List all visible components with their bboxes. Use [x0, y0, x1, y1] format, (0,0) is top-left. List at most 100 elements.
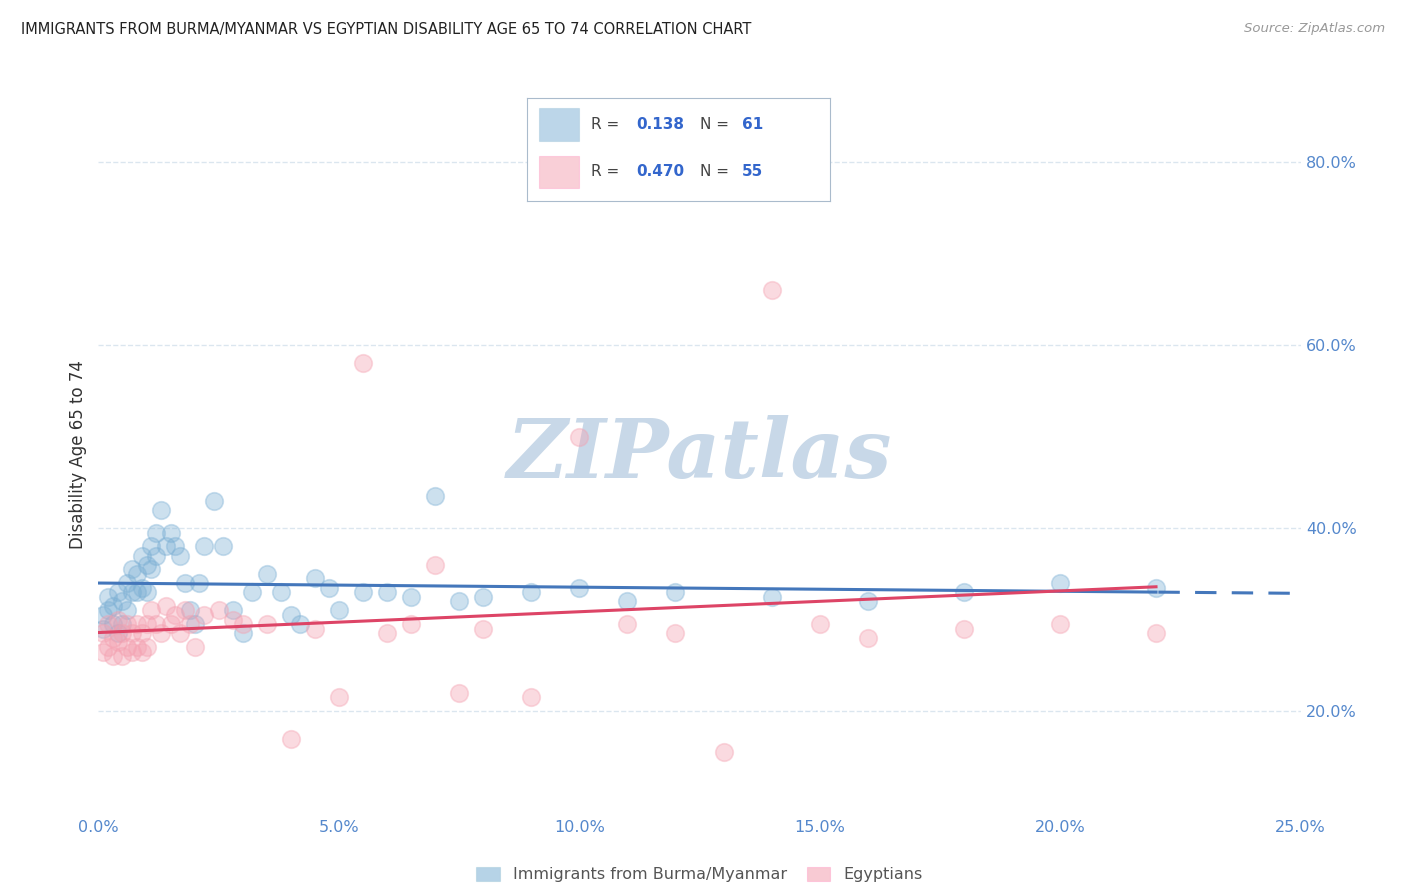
Point	[111, 626, 134, 640]
Text: N =: N =	[700, 164, 734, 179]
Point	[145, 617, 167, 632]
Point	[131, 645, 153, 659]
Point	[222, 613, 245, 627]
Point	[856, 631, 879, 645]
Point	[179, 603, 201, 617]
Point	[149, 503, 172, 517]
Point	[141, 562, 163, 576]
Point	[1049, 576, 1071, 591]
Point	[856, 594, 879, 608]
Point	[472, 622, 495, 636]
Point	[179, 617, 201, 632]
Point	[208, 603, 231, 617]
Point	[352, 356, 374, 370]
Point	[222, 603, 245, 617]
Point	[169, 626, 191, 640]
Point	[117, 603, 139, 617]
Point	[159, 617, 181, 632]
Point	[280, 731, 302, 746]
Point	[520, 690, 543, 705]
Point	[149, 626, 172, 640]
Point	[290, 617, 312, 632]
Point	[399, 617, 422, 632]
Point	[664, 585, 686, 599]
Point	[183, 640, 205, 654]
Point	[423, 558, 446, 572]
Point	[616, 594, 638, 608]
Point	[352, 585, 374, 599]
Text: 0.138: 0.138	[636, 117, 685, 132]
Point	[97, 590, 120, 604]
Point	[131, 581, 153, 595]
Text: Source: ZipAtlas.com: Source: ZipAtlas.com	[1244, 22, 1385, 36]
Bar	[540, 108, 579, 141]
Point	[423, 489, 446, 503]
Point	[193, 540, 215, 554]
Point	[1144, 626, 1167, 640]
Point	[107, 626, 129, 640]
Point	[155, 540, 177, 554]
Point	[125, 585, 148, 599]
Point	[1144, 581, 1167, 595]
Point	[165, 540, 187, 554]
Point	[117, 576, 139, 591]
Point	[256, 617, 278, 632]
Point	[240, 585, 263, 599]
Y-axis label: Disability Age 65 to 74: Disability Age 65 to 74	[69, 360, 87, 549]
Point	[97, 640, 120, 654]
Point	[121, 562, 143, 576]
Point	[121, 626, 143, 640]
Point	[117, 640, 139, 654]
Point	[107, 585, 129, 599]
Point	[169, 549, 191, 563]
Point	[111, 649, 134, 664]
Point	[193, 607, 215, 622]
Point	[761, 283, 783, 297]
Point	[188, 576, 211, 591]
Point	[270, 585, 292, 599]
Point	[121, 645, 143, 659]
Point	[304, 622, 326, 636]
Point	[111, 617, 134, 632]
Text: R =: R =	[591, 164, 624, 179]
Point	[101, 617, 124, 632]
Text: N =: N =	[700, 117, 734, 132]
Point	[447, 686, 470, 700]
Point	[117, 617, 139, 632]
Point	[125, 566, 148, 581]
Point	[202, 493, 225, 508]
Text: 0.470: 0.470	[636, 164, 685, 179]
Point	[953, 622, 976, 636]
Point	[328, 603, 350, 617]
Point	[91, 626, 114, 640]
Point	[212, 540, 235, 554]
Point	[145, 549, 167, 563]
Point	[125, 640, 148, 654]
Point	[328, 690, 350, 705]
Point	[616, 617, 638, 632]
Point	[159, 525, 181, 540]
Text: IMMIGRANTS FROM BURMA/MYANMAR VS EGYPTIAN DISABILITY AGE 65 TO 74 CORRELATION CH: IMMIGRANTS FROM BURMA/MYANMAR VS EGYPTIA…	[21, 22, 751, 37]
Point	[713, 745, 735, 759]
Point	[141, 603, 163, 617]
Point	[135, 617, 157, 632]
Point	[953, 585, 976, 599]
Point	[568, 429, 591, 443]
Point	[131, 626, 153, 640]
Point	[111, 594, 134, 608]
Point	[174, 576, 197, 591]
Point	[761, 590, 783, 604]
Point	[97, 617, 120, 632]
Point	[101, 649, 124, 664]
Point	[472, 590, 495, 604]
Point	[256, 566, 278, 581]
Text: 61: 61	[742, 117, 763, 132]
Point	[101, 631, 124, 645]
Point	[520, 585, 543, 599]
Point	[141, 540, 163, 554]
Point	[125, 617, 148, 632]
Point	[664, 626, 686, 640]
Point	[447, 594, 470, 608]
Point	[91, 607, 114, 622]
Text: ZIPatlas: ZIPatlas	[506, 415, 893, 495]
